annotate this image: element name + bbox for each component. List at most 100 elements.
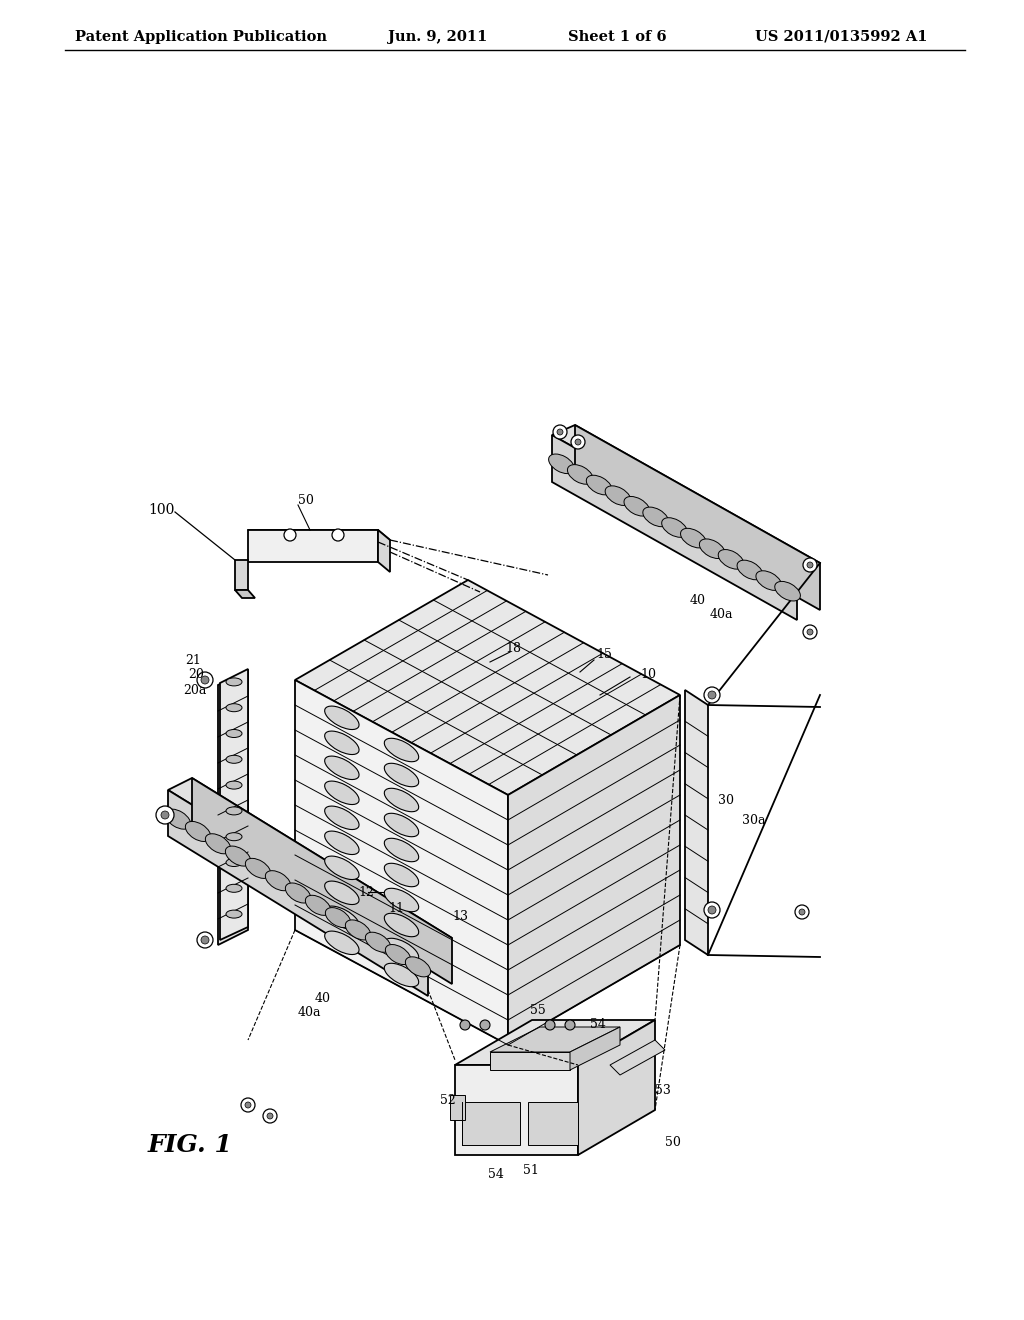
Circle shape [460, 1020, 470, 1030]
Ellipse shape [624, 496, 649, 516]
Polygon shape [578, 1020, 655, 1155]
Ellipse shape [226, 807, 242, 814]
Text: 30a: 30a [742, 813, 766, 826]
Polygon shape [295, 680, 508, 1045]
Circle shape [267, 1113, 273, 1119]
Text: 40a: 40a [298, 1006, 322, 1019]
Polygon shape [248, 531, 378, 562]
Circle shape [197, 932, 213, 948]
Circle shape [545, 1020, 555, 1030]
Ellipse shape [384, 939, 419, 962]
Circle shape [332, 529, 344, 541]
Text: Sheet 1 of 6: Sheet 1 of 6 [568, 30, 667, 44]
Circle shape [480, 1020, 490, 1030]
Polygon shape [220, 669, 248, 940]
Text: Patent Application Publication: Patent Application Publication [75, 30, 327, 44]
Ellipse shape [325, 781, 359, 804]
Text: 21: 21 [185, 653, 201, 667]
Ellipse shape [385, 945, 411, 965]
Ellipse shape [226, 704, 242, 711]
Circle shape [197, 672, 213, 688]
Polygon shape [295, 579, 680, 795]
Ellipse shape [226, 678, 242, 686]
Text: 15: 15 [596, 648, 612, 661]
Ellipse shape [384, 863, 419, 887]
Text: 54: 54 [590, 1019, 606, 1031]
Polygon shape [490, 1027, 620, 1052]
Ellipse shape [326, 908, 350, 928]
Ellipse shape [681, 528, 707, 548]
Circle shape [156, 807, 174, 824]
Text: 40a: 40a [710, 609, 733, 622]
Polygon shape [234, 560, 248, 590]
Circle shape [799, 909, 805, 915]
Ellipse shape [325, 731, 359, 755]
Polygon shape [462, 1102, 520, 1144]
Polygon shape [218, 671, 248, 945]
Ellipse shape [756, 570, 781, 590]
Text: 40: 40 [315, 991, 331, 1005]
Text: 55: 55 [530, 1003, 546, 1016]
Ellipse shape [325, 756, 359, 780]
Ellipse shape [225, 846, 251, 866]
Polygon shape [455, 1065, 578, 1155]
Ellipse shape [325, 706, 359, 730]
Ellipse shape [226, 884, 242, 892]
Text: 20a: 20a [183, 684, 207, 697]
Ellipse shape [643, 507, 669, 527]
Ellipse shape [226, 755, 242, 763]
Ellipse shape [605, 486, 631, 506]
Ellipse shape [226, 781, 242, 789]
Ellipse shape [325, 832, 359, 854]
Ellipse shape [185, 821, 211, 841]
Polygon shape [552, 436, 797, 620]
Circle shape [807, 630, 813, 635]
Ellipse shape [775, 581, 801, 601]
Text: 13: 13 [452, 911, 468, 924]
Ellipse shape [345, 920, 371, 940]
Text: 12: 12 [358, 886, 374, 899]
Ellipse shape [286, 883, 310, 903]
Text: 30: 30 [718, 793, 734, 807]
Circle shape [708, 906, 716, 913]
Circle shape [575, 440, 581, 445]
Polygon shape [234, 590, 255, 598]
Circle shape [571, 436, 585, 449]
Text: 51: 51 [523, 1163, 539, 1176]
Ellipse shape [662, 517, 687, 537]
Circle shape [705, 686, 720, 704]
Ellipse shape [206, 834, 230, 854]
Polygon shape [455, 1020, 655, 1065]
Polygon shape [508, 696, 680, 1045]
Circle shape [705, 902, 720, 917]
Ellipse shape [226, 858, 242, 866]
Text: 18: 18 [505, 642, 521, 655]
Ellipse shape [384, 763, 419, 787]
Polygon shape [193, 777, 452, 983]
Ellipse shape [226, 909, 242, 919]
Circle shape [201, 936, 209, 944]
Ellipse shape [246, 858, 270, 878]
Polygon shape [685, 690, 708, 954]
Ellipse shape [325, 857, 359, 879]
Circle shape [284, 529, 296, 541]
Text: 50: 50 [665, 1135, 681, 1148]
Circle shape [807, 562, 813, 568]
Circle shape [241, 1098, 255, 1111]
Text: 10: 10 [640, 668, 656, 681]
Text: 100: 100 [148, 503, 174, 517]
Circle shape [245, 1102, 251, 1107]
Text: Jun. 9, 2011: Jun. 9, 2011 [388, 30, 487, 44]
Circle shape [795, 906, 809, 919]
Polygon shape [168, 789, 428, 997]
Text: 54: 54 [488, 1168, 504, 1181]
Text: 11: 11 [388, 902, 404, 915]
Circle shape [803, 624, 817, 639]
Polygon shape [610, 1040, 665, 1074]
Ellipse shape [165, 809, 190, 829]
Circle shape [557, 429, 563, 436]
Text: 52: 52 [440, 1093, 456, 1106]
Ellipse shape [384, 813, 419, 837]
Polygon shape [575, 425, 820, 610]
Circle shape [553, 425, 567, 440]
